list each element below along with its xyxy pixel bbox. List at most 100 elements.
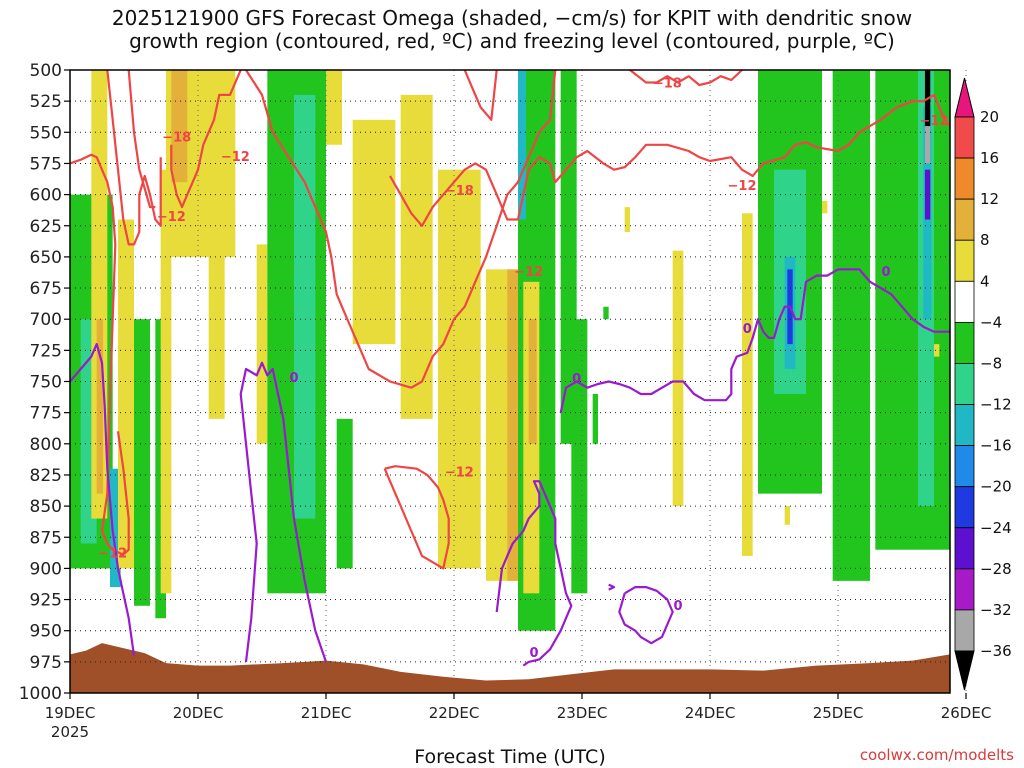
colorbar-label-1: 16 (980, 149, 999, 167)
freezing-contour-label-2: 0 (572, 372, 581, 387)
y-axis: 500 525 550 575 600 625 650 675 700 725 750 775 800 8… (19, 61, 70, 704)
x-tick-label-21dec: 21DEC (301, 704, 352, 722)
y-tick-label-875: 875 (30, 528, 62, 548)
dendritic-contour-label-4: −18 (445, 184, 474, 199)
y-tick-label-725: 725 (30, 341, 62, 361)
y-tick-label-575: 575 (30, 154, 62, 174)
y-tick-label-800: 800 (30, 435, 62, 455)
colorbar-label-12: −32 (980, 601, 1012, 619)
colorbar-label-13: −36 (980, 642, 1012, 660)
colorbar-label-10: −24 (980, 519, 1012, 537)
colorbar-cell-0 (954, 116, 975, 159)
omega-region-g15 (603, 306, 609, 320)
dendritic-contour-red-b (106, 69, 162, 246)
omega-region-g14 (592, 393, 598, 444)
colorbar-label-4: 4 (980, 272, 990, 290)
omega-region-p1 (924, 169, 931, 220)
omega-region-y15 (742, 213, 753, 556)
freezing-contour-pur-c (495, 480, 573, 667)
x-axis-label: Forecast Time (UTC) (414, 746, 605, 768)
y-tick-label-525: 525 (30, 92, 62, 112)
omega-region-y1 (91, 70, 108, 519)
x-tick-year-label: 2025 (51, 723, 89, 741)
freezing-contour-pur-a (69, 343, 136, 656)
colorbar-label-3: 8 (980, 231, 990, 249)
colorbar-label-5: −4 (980, 313, 1002, 331)
y-tick-label-775: 775 (30, 404, 62, 424)
colorbar-label-0: 20 (980, 108, 999, 126)
omega-region-o2 (171, 70, 188, 183)
omega-region-g8 (294, 94, 316, 519)
colorbar-label-9: −20 (980, 478, 1012, 496)
colorbar-cell-12 (954, 609, 975, 652)
x-tick-label-20dec: 20DEC (173, 704, 224, 722)
x-tick-label-19dec: 19DEC (45, 704, 96, 722)
omega-region-g3 (110, 468, 121, 588)
colorbar-cell-1 (954, 157, 975, 200)
x-tick-label-25dec: 25DEC (813, 704, 864, 722)
dendritic-contour-red-a (69, 153, 130, 556)
dendritic-contour-label-5: −12 (445, 465, 474, 480)
y-tick-label-500: 500 (30, 61, 62, 81)
y-tick-label-750: 750 (30, 373, 62, 393)
x-tick-label-22dec: 22DEC (429, 704, 480, 722)
colorbar-cell-6 (954, 363, 975, 405)
dendritic-contour-label-6: −12 (514, 265, 543, 280)
y-tick-label-550: 550 (30, 123, 62, 143)
omega-region-k1 (924, 126, 931, 164)
x-tick-label-24dec: 24DEC (685, 704, 736, 722)
freezing-contour-label-0: 0 (289, 371, 298, 386)
freezing-contour-pur-f (608, 583, 616, 591)
omega-region-y14 (672, 250, 684, 507)
credit-link[interactable]: coolwx.com/modelts (860, 746, 1014, 764)
dendritic-contour-label-3: −12 (221, 150, 250, 165)
dendritic-contour-red-f (463, 69, 498, 121)
omega-region-y7 (326, 70, 342, 145)
y-tick-label-700: 700 (30, 310, 62, 330)
dendritic-contour-label-8: −12 (728, 179, 757, 194)
omega-region-y8 (352, 119, 396, 345)
colorbar-top-arrow (954, 77, 975, 118)
freezing-contour-pur-d (559, 268, 950, 413)
omega-region-y6 (256, 244, 268, 444)
colorbar-cell-8 (954, 445, 975, 488)
omega-region-y17 (822, 200, 828, 214)
omega-region-g6 (155, 319, 166, 619)
omega-region-g5 (134, 319, 150, 606)
y-tick-label-900: 900 (30, 559, 62, 579)
dendritic-contour-red-h (629, 69, 743, 87)
dendritic-contour-red-d (170, 69, 242, 209)
colorbar-bottom-arrow (954, 650, 975, 691)
chart-title-line-2: growth region (contoured, red, ºC) and f… (129, 29, 895, 53)
x-tick-label-23dec: 23DEC (557, 704, 608, 722)
freezing-contour-label-3: 0 (673, 599, 682, 614)
chart-title-line-1: 2025121900 GFS Forecast Omega (shaded, −… (112, 6, 912, 30)
omega-region-o1 (96, 319, 104, 494)
omega-region-g13 (571, 319, 588, 594)
y-tick-label-950: 950 (30, 622, 62, 642)
omega-region-g20 (875, 70, 950, 550)
colorbar-cell-3 (954, 239, 975, 282)
colorbar-label-8: −16 (980, 437, 1012, 455)
colorbar-cell-11 (954, 568, 975, 611)
dendritic-contour-red-i (383, 465, 450, 570)
dendritic-contour-red-e (245, 69, 557, 389)
y-tick-label-675: 675 (30, 279, 62, 299)
y-tick-label-1000: 1000 (19, 684, 62, 704)
y-tick-label-850: 850 (30, 497, 62, 517)
colorbar-cell-2 (954, 198, 975, 241)
omega-region-y2 (118, 219, 134, 569)
freezing-contour-pur-e (618, 586, 674, 645)
omega-region-y9 (400, 94, 433, 419)
omega-region-y18 (934, 344, 940, 357)
freezing-contour-label-1: 0 (529, 646, 538, 661)
dendritic-contour-label-2: −12 (98, 546, 127, 561)
terrain-area (70, 643, 950, 693)
y-tick-label-825: 825 (30, 466, 62, 486)
omega-region-y10 (438, 169, 481, 569)
dendritic-contour-label-0: −18 (162, 130, 191, 145)
colorbar-label-11: −28 (980, 560, 1012, 578)
contours: −18 −12 −12 −12 −18 −12 −12 −18 −12 −12 0 0 0 0 0 0 (69, 69, 951, 667)
y-tick-label-650: 650 (30, 248, 62, 268)
